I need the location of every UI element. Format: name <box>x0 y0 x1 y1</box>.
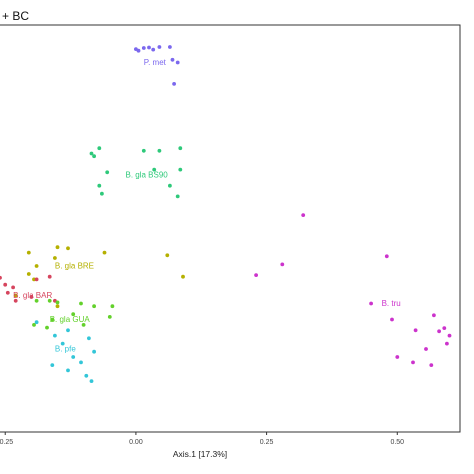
data-point <box>151 47 156 52</box>
data-point <box>181 274 185 279</box>
data-point <box>32 277 36 282</box>
data-point <box>81 323 86 327</box>
data-point <box>47 298 52 303</box>
series-label: B. gla BS90 <box>126 171 169 180</box>
data-point <box>89 379 94 383</box>
data-point <box>66 246 70 251</box>
data-point <box>141 46 146 50</box>
data-point <box>50 363 55 367</box>
series-label: B. gla GUA <box>50 315 91 324</box>
data-point <box>172 82 177 86</box>
data-point <box>136 48 141 53</box>
data-point <box>92 154 96 159</box>
data-point <box>34 320 39 325</box>
data-point <box>92 349 96 354</box>
data-point <box>447 333 452 338</box>
data-point <box>29 295 34 299</box>
data-point <box>26 250 31 255</box>
series-label: B. gla BAR <box>13 291 52 300</box>
data-point <box>152 167 157 172</box>
data-point <box>105 170 110 175</box>
data-point <box>157 148 162 153</box>
x-tick-label: 0.00 <box>129 439 143 446</box>
data-point <box>102 250 107 255</box>
data-point <box>280 262 285 267</box>
data-point <box>301 213 306 218</box>
data-point <box>53 256 57 260</box>
data-point <box>141 148 146 153</box>
data-point <box>55 245 60 250</box>
data-point <box>178 167 183 172</box>
data-point <box>13 293 18 298</box>
data-point <box>92 304 96 309</box>
data-point <box>413 328 418 333</box>
data-point <box>71 355 76 359</box>
data-point <box>3 282 8 287</box>
data-point <box>175 194 180 199</box>
data-point <box>79 301 83 306</box>
data-point <box>429 363 434 367</box>
data-point <box>55 300 60 305</box>
x-tick-label: -0.25 <box>0 439 13 446</box>
data-point <box>66 368 70 373</box>
data-point <box>411 360 415 365</box>
data-point <box>157 45 162 49</box>
plot-panel-border <box>0 24 461 433</box>
data-point <box>47 274 52 279</box>
data-point <box>50 317 55 322</box>
data-point <box>11 285 16 290</box>
data-point <box>79 360 83 365</box>
data-point <box>432 313 436 318</box>
data-point <box>26 272 31 276</box>
x-tick-label: 0.50 <box>390 439 404 446</box>
x-axis-label: Axis.1 [17.3%] <box>173 449 227 459</box>
data-point <box>107 315 112 319</box>
data-point <box>178 146 183 151</box>
data-point <box>168 45 172 49</box>
data-point <box>5 290 10 295</box>
data-point <box>13 298 18 303</box>
data-point <box>384 254 389 259</box>
data-point <box>84 373 89 378</box>
series-label: P. met <box>144 58 167 67</box>
data-point <box>170 57 175 62</box>
data-point <box>424 347 428 351</box>
data-point <box>97 183 102 188</box>
data-point <box>34 298 39 303</box>
data-point <box>168 183 172 188</box>
data-point <box>110 304 115 309</box>
data-point <box>89 151 94 156</box>
data-point <box>34 264 39 268</box>
data-point <box>55 304 60 309</box>
data-point <box>390 317 394 322</box>
series-label: B. pfe <box>55 345 76 354</box>
data-point <box>147 45 151 50</box>
data-point <box>45 325 49 330</box>
data-point <box>53 333 57 338</box>
data-point <box>66 328 70 333</box>
x-tick-label: 0.25 <box>260 439 274 446</box>
data-point <box>32 323 36 327</box>
series-label: B. gla BRE <box>55 262 94 271</box>
chart-title: + BC <box>2 9 30 23</box>
data-point <box>445 341 449 346</box>
data-point <box>175 60 180 65</box>
data-point <box>100 191 104 196</box>
data-point <box>395 355 400 359</box>
data-point <box>165 253 170 258</box>
data-point <box>60 341 65 346</box>
data-point <box>254 273 258 277</box>
data-point <box>71 312 76 317</box>
data-point <box>34 277 39 282</box>
series-label: B. tru <box>382 299 401 308</box>
data-point <box>369 301 373 306</box>
data-point <box>0 275 2 280</box>
data-point <box>437 329 441 334</box>
data-point <box>442 326 447 330</box>
data-point <box>97 146 102 151</box>
data-point <box>87 336 91 341</box>
